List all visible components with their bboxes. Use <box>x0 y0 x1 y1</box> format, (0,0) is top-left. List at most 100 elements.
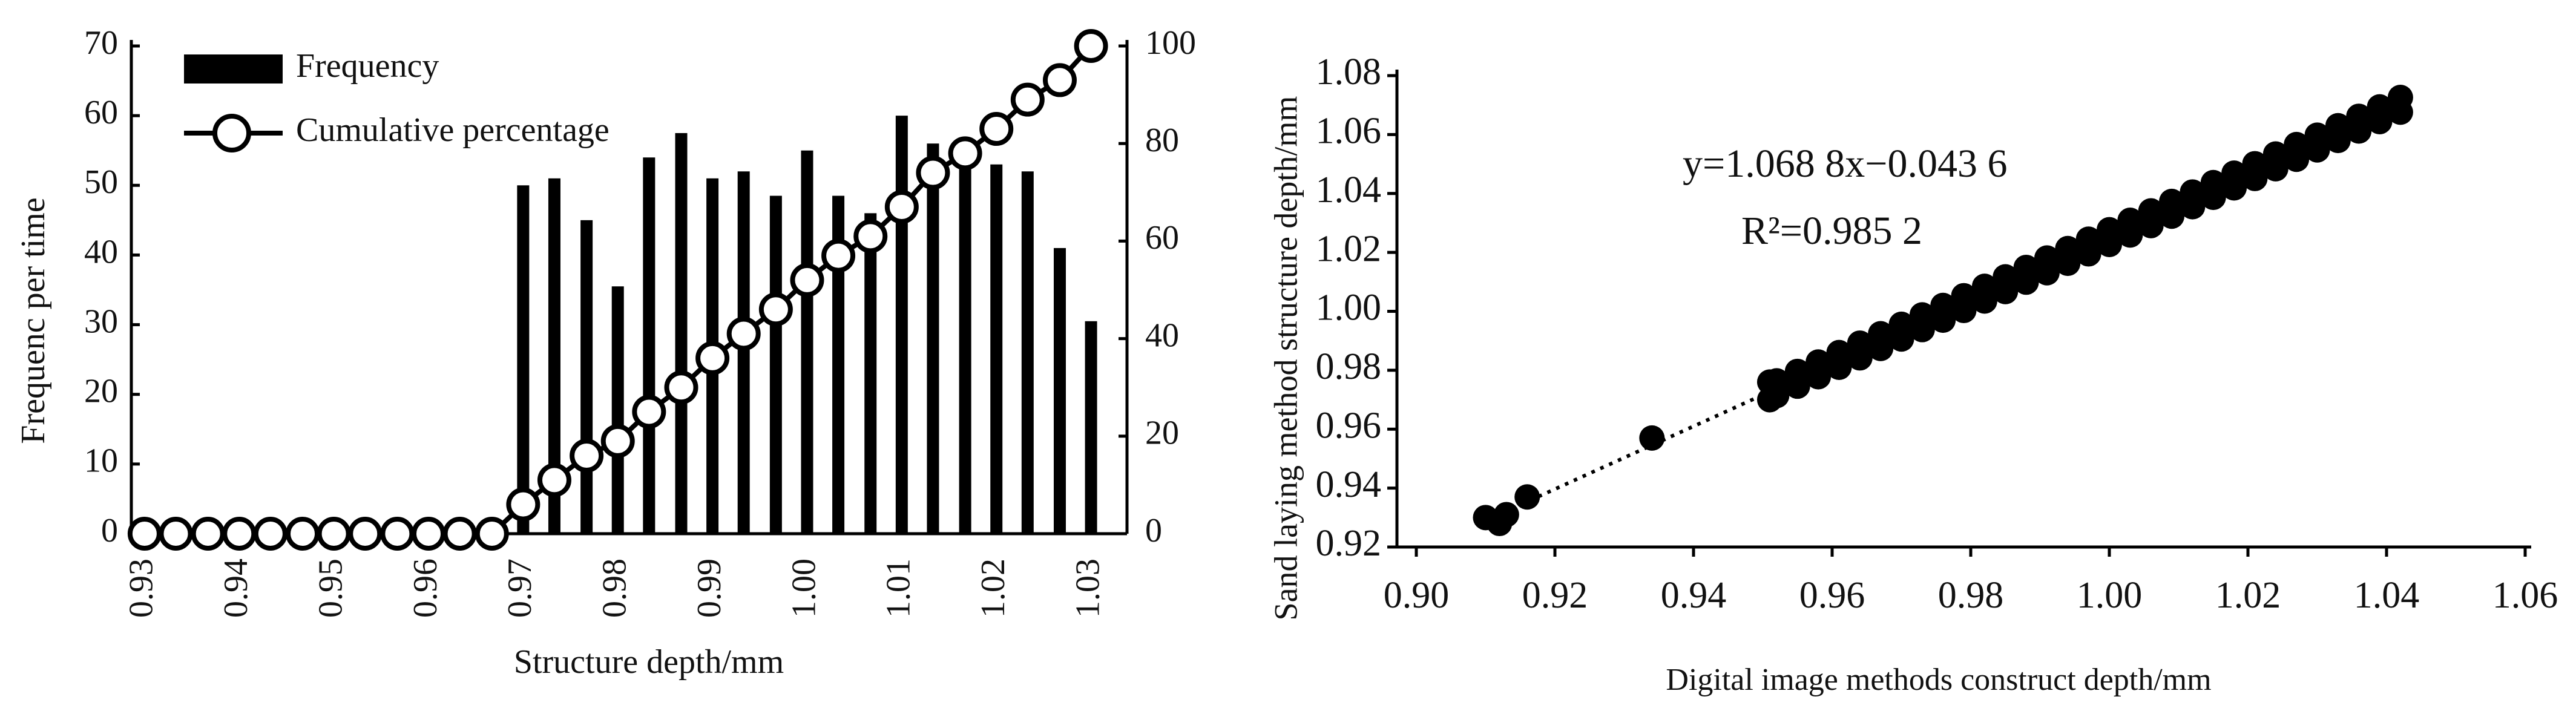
legend-label: Cumulative percentage <box>296 111 610 149</box>
y-tick-label: 20 <box>84 373 118 410</box>
point <box>1042 63 1077 97</box>
point <box>1930 292 1956 318</box>
point <box>222 517 257 551</box>
point <box>1826 339 1852 365</box>
point <box>2346 103 2372 129</box>
x-tick-label: 0.94 <box>1661 575 1727 616</box>
annotation: R²=0.985 2 <box>1741 209 1922 253</box>
point <box>726 316 761 351</box>
legend-swatch <box>184 54 283 84</box>
point <box>1074 29 1108 63</box>
point <box>2013 254 2039 280</box>
point <box>2325 113 2351 139</box>
point <box>1971 274 1997 300</box>
point <box>790 263 824 297</box>
point <box>695 341 730 375</box>
x-tick-label: 1.00 <box>785 559 823 618</box>
x-tick-label: 1.04 <box>2354 575 2420 616</box>
point <box>2138 198 2164 224</box>
x-tick-label: 0.99 <box>691 559 728 618</box>
x-tick-label: 0.92 <box>1522 575 1588 616</box>
x-tick-label: 1.06 <box>2492 575 2558 616</box>
point <box>317 517 351 551</box>
y-tick-label: 30 <box>84 303 118 340</box>
y-tick-label: 50 <box>84 163 118 201</box>
point <box>1514 484 1540 510</box>
point <box>884 189 919 224</box>
point <box>1868 321 1894 347</box>
point <box>853 219 888 254</box>
y2-tick-label: 80 <box>1145 122 1179 159</box>
y-tick-label: 0 <box>101 512 118 549</box>
point <box>348 517 383 551</box>
point <box>1847 330 1873 356</box>
point <box>2200 169 2226 195</box>
bar <box>580 220 593 534</box>
y-tick-label: 10 <box>84 442 118 480</box>
y-tick-label: 1.08 <box>1316 51 1382 93</box>
point <box>191 517 225 551</box>
bar <box>864 213 877 534</box>
point <box>2367 94 2393 120</box>
x-axis-title: Digital image methods construct depth/mm <box>1666 663 2211 697</box>
point <box>1806 349 1832 375</box>
point <box>1493 502 1519 528</box>
x-tick-label: 0.90 <box>1384 575 1450 616</box>
x-tick-label: 1.00 <box>2077 575 2143 616</box>
point <box>979 112 1014 146</box>
y-tick-label: 40 <box>84 233 118 270</box>
point <box>2075 226 2101 252</box>
bar <box>769 195 782 534</box>
point <box>2055 235 2081 261</box>
point <box>1888 311 1914 337</box>
point <box>2387 85 2413 111</box>
x-axis-title: Structure depth/mm <box>514 643 784 681</box>
x-tick-label: 0.94 <box>217 559 255 618</box>
point <box>1784 358 1810 384</box>
y-tick-label: 1.04 <box>1316 169 1382 211</box>
point <box>1764 368 1790 394</box>
point <box>2159 188 2185 214</box>
bar <box>1053 247 1066 534</box>
y2-tick-label: 0 <box>1145 512 1162 549</box>
y-tick-label: 0.98 <box>1316 346 1382 387</box>
point <box>2034 245 2060 271</box>
y-tick-label: 1.00 <box>1316 287 1382 329</box>
point <box>632 395 666 429</box>
point <box>2180 179 2206 205</box>
x-tick-label: 0.97 <box>501 559 539 618</box>
point <box>948 136 982 171</box>
x-tick-label: 1.03 <box>1069 559 1106 618</box>
point <box>159 517 193 551</box>
y2-tick-label: 100 <box>1145 24 1196 62</box>
y-axis-title: Frequenc per time <box>15 197 52 444</box>
bar <box>832 195 845 534</box>
legend-marker <box>212 114 251 152</box>
y-tick-label: 0.92 <box>1316 523 1382 564</box>
point <box>411 517 445 551</box>
y-tick-label: 0.96 <box>1316 405 1382 446</box>
y-tick-label: 1.02 <box>1316 228 1382 269</box>
point <box>253 517 288 551</box>
bar <box>895 116 908 534</box>
point <box>916 156 950 190</box>
point <box>286 517 320 551</box>
y2-tick-label: 40 <box>1145 316 1179 354</box>
point <box>1909 302 1935 328</box>
point <box>570 439 604 473</box>
point <box>1951 283 1977 309</box>
point <box>2242 151 2268 177</box>
bar <box>611 286 624 534</box>
y-tick-label: 70 <box>84 24 118 62</box>
point <box>2284 131 2310 157</box>
point <box>442 517 477 551</box>
x-tick-label: 0.98 <box>1938 575 2004 616</box>
y-tick-label: 60 <box>84 94 118 131</box>
point <box>821 238 856 273</box>
bar <box>548 178 560 534</box>
bar <box>801 150 813 534</box>
bar <box>737 171 750 534</box>
bar <box>517 185 530 534</box>
